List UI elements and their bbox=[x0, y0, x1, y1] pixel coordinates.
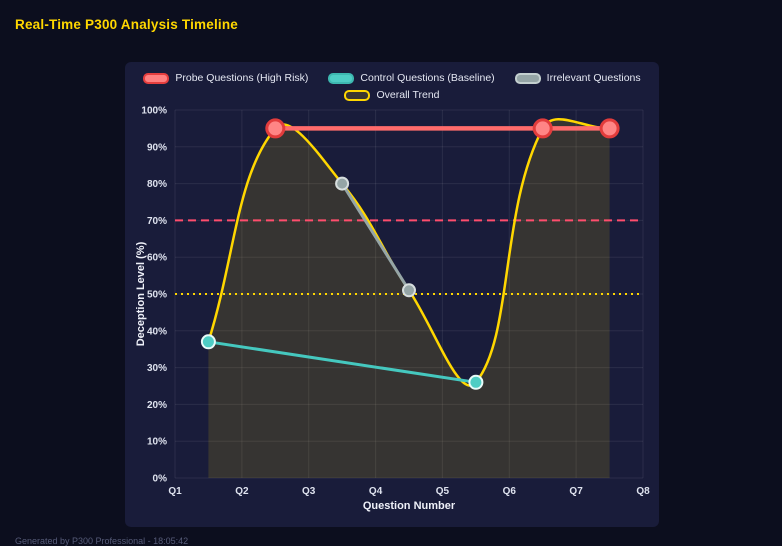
x-tick-label: Q1 bbox=[168, 486, 182, 497]
page-title: Real-Time P300 Analysis Timeline bbox=[15, 17, 239, 32]
x-tick-label: Q4 bbox=[369, 486, 383, 497]
legend-item[interactable]: Probe Questions (High Risk) bbox=[143, 72, 308, 84]
x-axis-title: Question Number bbox=[362, 500, 456, 512]
chart-card: 0% 10% 20% 30% 40% 50% 60% 70% 80% 90% 100% Q1 Q2 Q3 Q… bbox=[125, 62, 659, 527]
data-point[interactable] bbox=[599, 118, 620, 139]
y-tick-label: 60% bbox=[147, 253, 167, 264]
x-tick-label: Q2 bbox=[235, 486, 249, 497]
legend-item[interactable]: Overall Trend bbox=[344, 89, 440, 101]
y-axis-title: Deception Level (%) bbox=[135, 241, 147, 347]
legend-label: Probe Questions (High Risk) bbox=[175, 72, 309, 84]
legend-marker bbox=[514, 72, 541, 84]
y-tick-label: 100% bbox=[141, 106, 167, 117]
legend-label: Overall Trend bbox=[376, 89, 440, 101]
legend-row-2: Overall Trend bbox=[125, 89, 659, 101]
data-point[interactable] bbox=[265, 118, 286, 139]
legend-label: Control Questions (Baseline) bbox=[360, 72, 495, 84]
series-line bbox=[340, 182, 411, 292]
y-tick-label: 0% bbox=[153, 474, 168, 485]
data-point[interactable] bbox=[335, 176, 350, 191]
legend-marker bbox=[328, 72, 355, 84]
x-tick-label: Q7 bbox=[569, 486, 583, 497]
data-point[interactable] bbox=[402, 283, 416, 298]
x-tick-label: Q5 bbox=[436, 486, 450, 497]
y-tick-label: 90% bbox=[147, 142, 167, 153]
trend-area bbox=[208, 119, 610, 478]
legend-item[interactable]: Control Questions (Baseline) bbox=[328, 72, 495, 84]
data-point[interactable] bbox=[532, 118, 553, 139]
y-tick-label: 70% bbox=[147, 216, 167, 227]
legend-item[interactable]: Irrelevant Questions bbox=[514, 72, 641, 84]
legend-row-1: Probe Questions (High Risk) Control Quest… bbox=[125, 72, 659, 84]
series-line bbox=[206, 340, 478, 384]
y-tick-label: 80% bbox=[147, 179, 167, 190]
y-tick-label: 30% bbox=[147, 363, 167, 374]
legend-label: Irrelevant Questions bbox=[546, 72, 641, 84]
data-point[interactable] bbox=[200, 334, 216, 350]
legend-marker bbox=[344, 89, 371, 101]
legend-marker bbox=[143, 72, 170, 84]
y-tick-label: 50% bbox=[147, 290, 167, 301]
x-tick-label: Q3 bbox=[302, 486, 316, 497]
y-tick-label: 40% bbox=[147, 326, 167, 337]
chart-plot: 0% 10% 20% 30% 40% 50% 60% 70% 80% 90% 100% Q1 Q2 Q3 Q… bbox=[141, 106, 650, 498]
y-tick-label: 10% bbox=[147, 437, 167, 448]
x-tick-label: Q8 bbox=[636, 486, 650, 497]
y-tick-label: 20% bbox=[147, 400, 167, 411]
footer-note: Generated by P300 Professional - 18:05:4… bbox=[15, 536, 189, 546]
chart-legend: Probe Questions (High Risk) Control Quest… bbox=[125, 72, 659, 101]
data-point[interactable] bbox=[468, 374, 484, 390]
x-tick-label: Q6 bbox=[503, 486, 517, 497]
